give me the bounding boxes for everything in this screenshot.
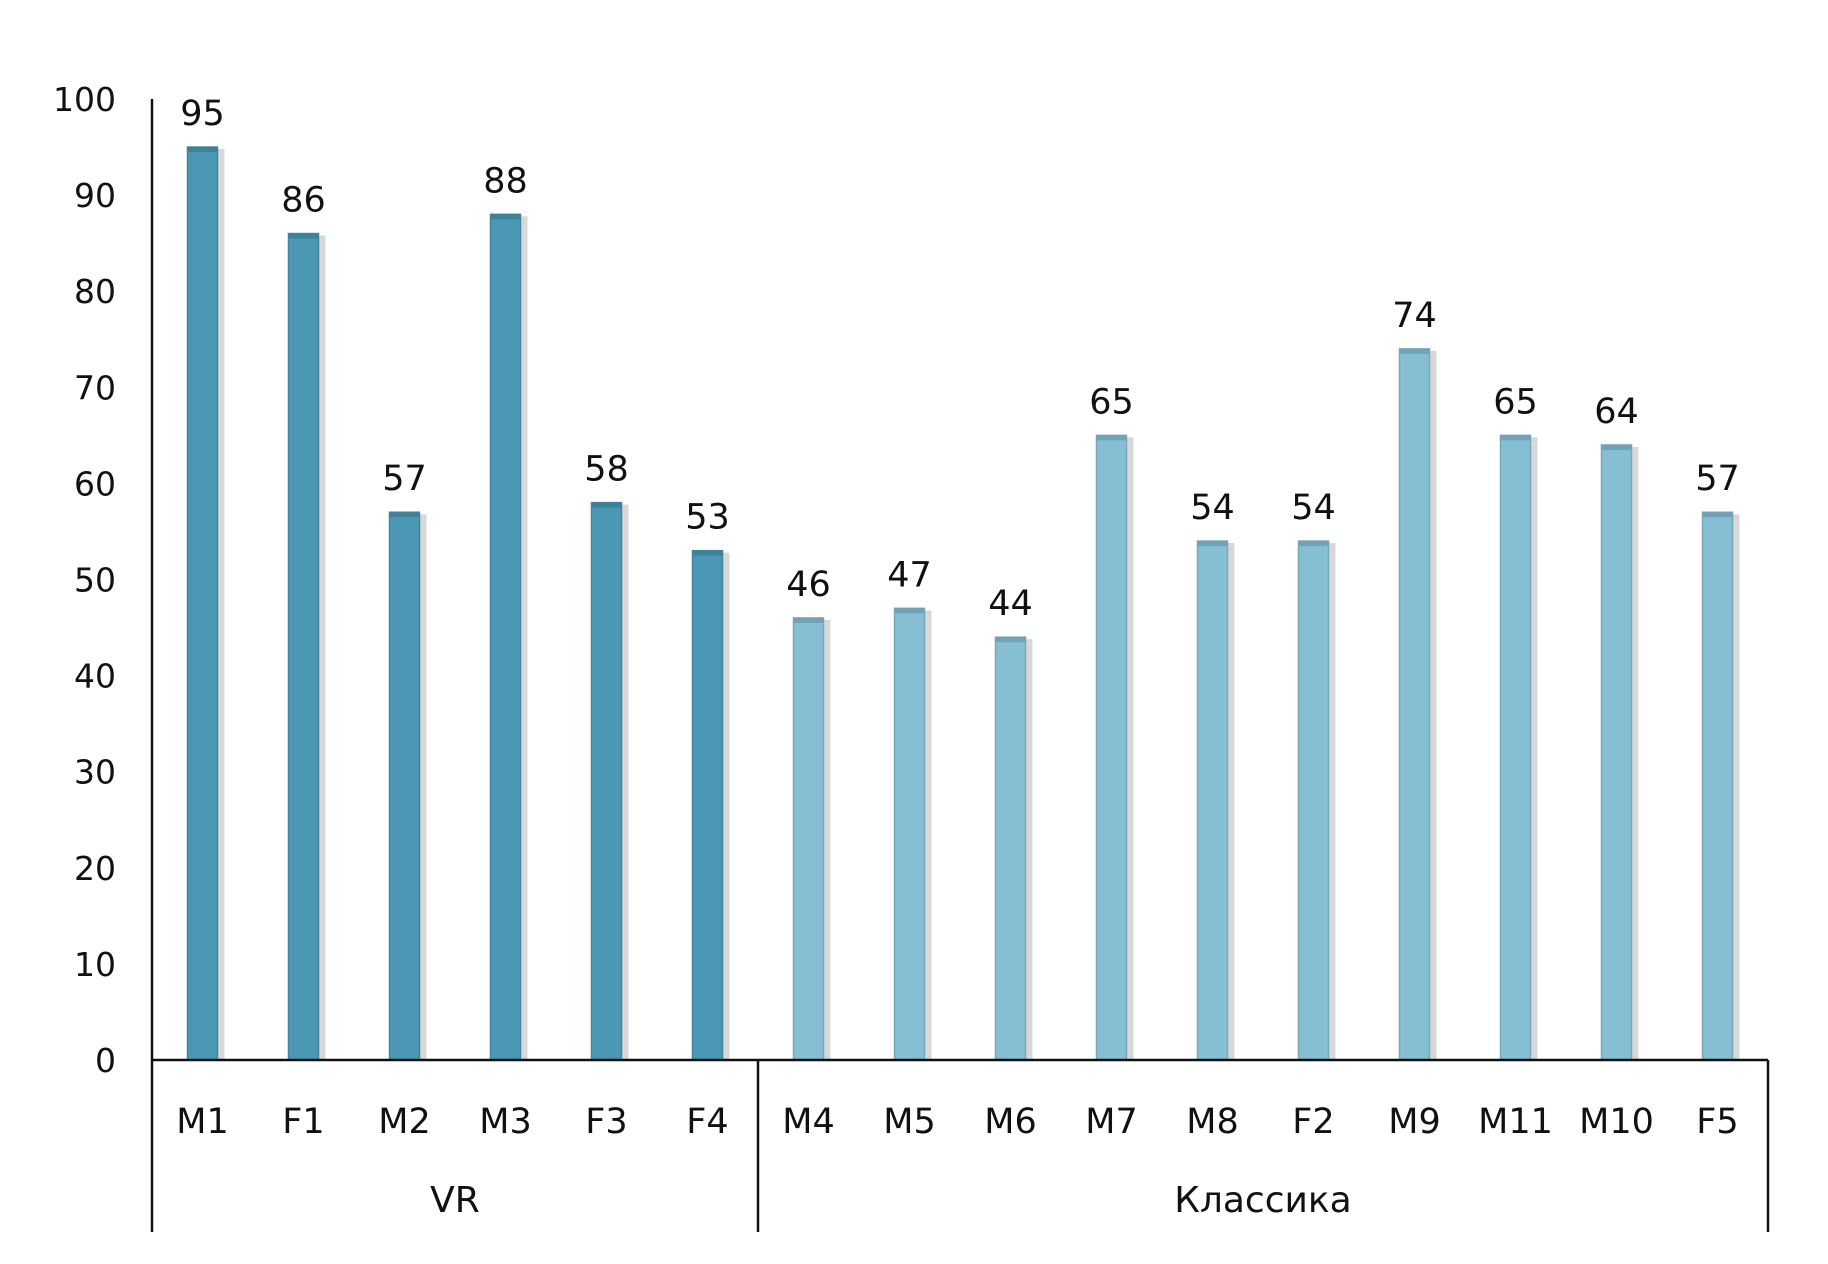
bar-cap	[187, 147, 218, 153]
bar-cap	[389, 512, 420, 518]
value-label: 46	[786, 565, 831, 605]
bar-cap	[1500, 435, 1531, 441]
bar-shadow	[1227, 543, 1235, 1060]
category-label: M7	[1085, 1102, 1137, 1142]
bar-m9	[1398, 348, 1431, 1061]
category-label: F1	[282, 1102, 324, 1142]
category-label: M3	[479, 1102, 531, 1142]
bar-cap	[490, 214, 521, 220]
category-label: M4	[782, 1102, 834, 1142]
bar-cap	[1601, 444, 1632, 450]
bar-f3	[590, 501, 623, 1061]
bar-shadow	[621, 504, 629, 1060]
bar-m8	[1196, 540, 1229, 1061]
value-label: 88	[483, 161, 528, 201]
bar-m11	[1499, 434, 1532, 1061]
bar-shadow	[1429, 350, 1437, 1060]
category-label: M6	[984, 1102, 1036, 1142]
y-tick-label: 30	[74, 753, 116, 792]
bar-cap	[1197, 541, 1228, 547]
bar-m2	[388, 511, 421, 1061]
bars: 95 86 57 88 58 53 46 47 44 65 54 54 74 65 64 57	[180, 94, 1740, 1061]
bar-cap	[894, 608, 925, 614]
value-label: 95	[180, 94, 225, 134]
bar-m1	[186, 146, 219, 1061]
bar-cap	[591, 502, 622, 508]
x-axis: M1 F1 M2 M3 F3 F4 M4 M5 M6 M7 M8 F2 M9 M11 M10 F5 VR Клас…	[150, 1058, 1770, 1232]
value-label: 54	[1190, 488, 1235, 528]
y-tick-label: 50	[74, 561, 116, 600]
y-tick-label: 60	[74, 464, 116, 503]
bar-shadow	[823, 619, 831, 1060]
value-label: 53	[685, 498, 730, 538]
bar-cap	[1096, 435, 1127, 441]
bar-shadow	[722, 552, 730, 1060]
value-label: 58	[584, 450, 629, 490]
bar-f1	[287, 232, 320, 1061]
y-tick-label: 90	[74, 176, 116, 215]
bar-shadow	[1126, 437, 1134, 1061]
value-label: 65	[1493, 382, 1538, 422]
category-label: F4	[686, 1102, 728, 1142]
y-tick-label: 80	[74, 272, 116, 311]
category-label: F2	[1292, 1102, 1334, 1142]
bar-f5	[1701, 511, 1734, 1061]
value-label: 86	[281, 181, 326, 221]
value-label: 44	[988, 584, 1033, 624]
category-label: M2	[378, 1102, 430, 1142]
y-tick-label: 40	[74, 657, 116, 696]
y-tick-label: 0	[95, 1041, 116, 1080]
bar-cap	[995, 637, 1026, 643]
bar-cap	[288, 233, 319, 239]
bar-f2	[1297, 540, 1330, 1061]
bar-cap	[1399, 348, 1430, 354]
bar-shadow	[217, 149, 225, 1061]
y-axis: 0 10 20 30 40 50 60 70 80 90 100	[53, 80, 154, 1080]
category-label: M10	[1579, 1102, 1654, 1142]
bar-m6	[994, 636, 1027, 1061]
bar-shadow	[419, 514, 427, 1060]
y-tick-label: 10	[74, 945, 116, 984]
y-tick-label: 20	[74, 849, 116, 888]
value-label: 65	[1089, 382, 1134, 422]
bar-m7	[1095, 434, 1128, 1061]
value-label: 54	[1291, 488, 1336, 528]
group-label: Классика	[1174, 1180, 1351, 1221]
category-label: M8	[1186, 1102, 1238, 1142]
value-label: 57	[1695, 459, 1740, 499]
value-label: 47	[887, 555, 932, 595]
bar-f4	[691, 549, 724, 1061]
bar-cap	[1298, 541, 1329, 547]
value-label: 57	[382, 459, 427, 499]
y-tick-label: 70	[74, 368, 116, 407]
bar-shadow	[924, 610, 932, 1060]
bar-shadow	[1025, 639, 1033, 1060]
bar-shadow	[1631, 446, 1639, 1061]
bar-shadow	[1328, 543, 1336, 1060]
category-label: M5	[883, 1102, 935, 1142]
value-label: 74	[1392, 296, 1437, 336]
category-label: M9	[1388, 1102, 1440, 1142]
group-label: VR	[430, 1180, 480, 1221]
bar-m10	[1600, 444, 1633, 1061]
bar-shadow	[1530, 437, 1538, 1061]
bar-m5	[893, 607, 926, 1061]
category-label: M11	[1478, 1102, 1553, 1142]
bar-shadow	[318, 235, 326, 1061]
category-label: M1	[176, 1102, 228, 1142]
bar-shadow	[1732, 514, 1740, 1060]
category-label: F5	[1696, 1102, 1738, 1142]
bar-m3	[489, 213, 522, 1061]
category-label: F3	[585, 1102, 627, 1142]
bar-cap	[793, 617, 824, 623]
bar-cap	[1702, 512, 1733, 518]
bar-shadow	[520, 216, 528, 1060]
value-label: 64	[1594, 392, 1639, 432]
bar-m4	[792, 617, 825, 1061]
y-tick-label: 100	[53, 80, 116, 119]
bar-cap	[692, 550, 723, 556]
